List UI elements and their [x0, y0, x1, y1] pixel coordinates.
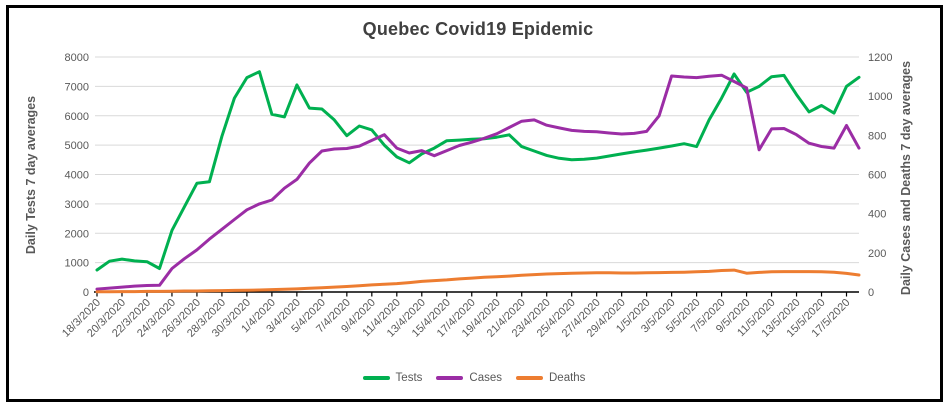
legend-item-tests: Tests	[362, 372, 423, 384]
y-left-tick-label: 0	[83, 287, 89, 299]
legend-label-deaths: Deaths	[549, 372, 586, 384]
legend-label-cases: Cases	[469, 372, 502, 384]
legend: Tests Cases Deaths	[0, 372, 948, 384]
legend-item-deaths: Deaths	[516, 372, 585, 384]
cases-line-swatch-icon	[436, 376, 464, 380]
y-left-tick-label: 4000	[65, 170, 89, 182]
y-left-tick-label: 1000	[65, 258, 89, 270]
tests-line	[95, 70, 861, 272]
tests-line-swatch-icon	[362, 376, 390, 380]
chart-frame	[6, 5, 943, 402]
legend-item-cases: Cases	[436, 372, 502, 384]
y-right-tick-label: 1000	[868, 91, 892, 103]
cases-line	[95, 73, 861, 291]
y-right-tick-label: 800	[868, 130, 886, 142]
y-right-tick-label: 400	[868, 209, 886, 221]
y-left-tick-label: 3000	[65, 199, 89, 211]
deaths-line	[95, 268, 861, 294]
y-right-tick-label: 1200	[868, 52, 892, 64]
y-left-tick-label: 6000	[65, 111, 89, 123]
y-right-tick-label: 0	[868, 287, 874, 299]
y-right-tick-label: 200	[868, 248, 886, 260]
chart-title: Quebec Covid19 Epidemic	[362, 19, 594, 39]
y-left-tick-label: 5000	[65, 140, 89, 152]
y-left-tick-label: 7000	[65, 81, 89, 93]
legend-label-tests: Tests	[395, 372, 423, 384]
deaths-line-swatch-icon	[516, 376, 543, 380]
y-left-tick-label: 8000	[65, 52, 89, 64]
y-right-tick-label: 600	[868, 170, 886, 182]
y-left-tick-label: 2000	[65, 228, 89, 240]
